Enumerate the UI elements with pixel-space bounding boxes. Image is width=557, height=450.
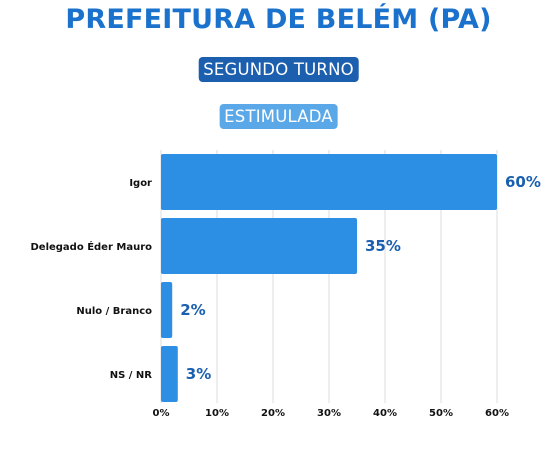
value-label: 3% (186, 365, 211, 383)
category-label: Delegado Éder Mauro (30, 240, 152, 253)
category-label: NS / NR (110, 370, 153, 381)
value-label: 35% (365, 237, 401, 255)
chart-title: PREFEITURA DE BELÉM (PA) (65, 4, 492, 35)
value-label: 2% (180, 301, 205, 319)
x-tick-label: 60% (485, 408, 509, 419)
x-tick-label: 20% (261, 408, 285, 419)
bar-3 (161, 346, 178, 402)
x-tick-label: 10% (205, 408, 229, 419)
x-tick-label: 50% (429, 408, 453, 419)
bar-1 (161, 218, 357, 274)
value-label: 60% (505, 173, 541, 191)
bar-2 (161, 282, 173, 338)
category-label: Nulo / Branco (76, 306, 152, 317)
x-tick-label: 40% (373, 408, 397, 419)
x-tick-label: 0% (153, 408, 170, 419)
x-tick-label: 30% (317, 408, 341, 419)
poll-type-badge: ESTIMULADA (219, 104, 338, 129)
bar-0 (161, 154, 497, 210)
round-badge: SEGUNDO TURNO (198, 57, 359, 82)
category-label: Igor (129, 178, 152, 189)
